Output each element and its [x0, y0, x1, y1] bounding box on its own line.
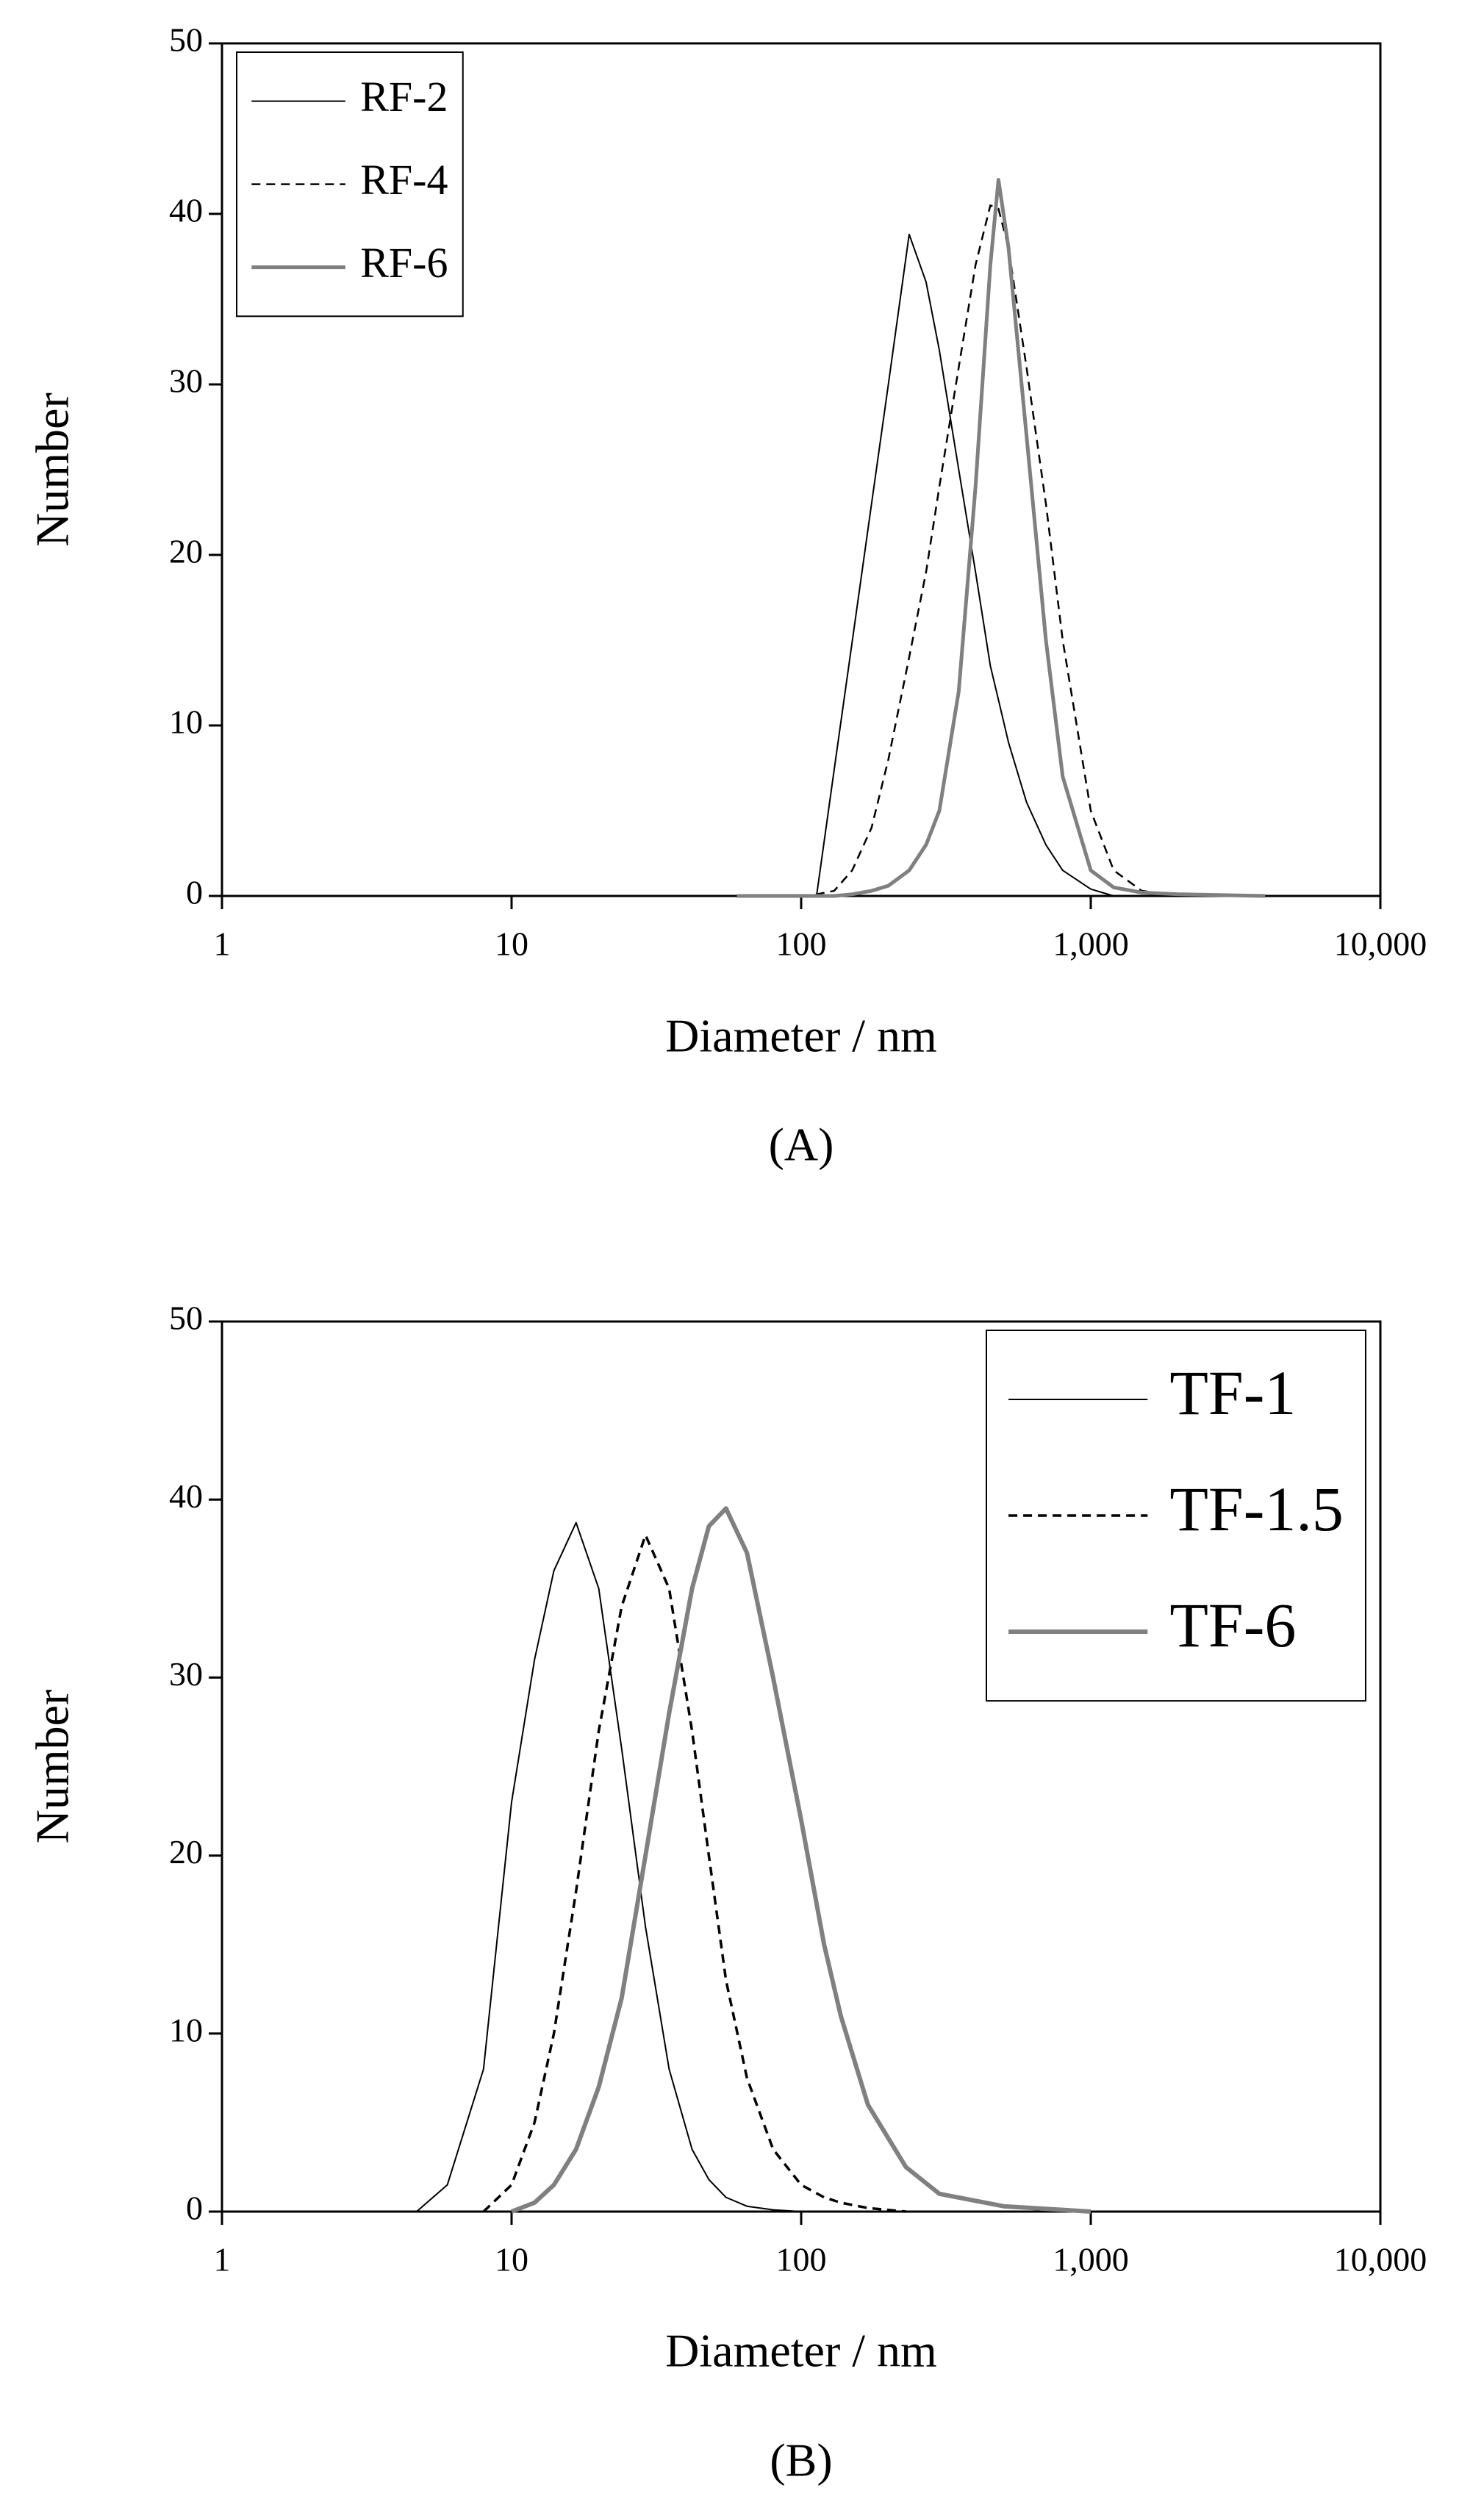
caption: (A) — [769, 1119, 834, 1171]
legend-label: RF-2 — [360, 73, 448, 121]
legend-label: RF-6 — [360, 239, 448, 287]
y-axis-label: Number — [26, 1690, 79, 1844]
x-tick-label: 1 — [214, 925, 231, 963]
y-tick-label: 40 — [169, 192, 203, 229]
series-line — [815, 233, 1114, 897]
y-tick-label: 0 — [186, 2190, 203, 2227]
x-tick-label: 1,000 — [1053, 2241, 1129, 2278]
x-tick-label: 10 — [495, 2241, 528, 2278]
series-line — [416, 1521, 841, 2212]
series-line — [800, 204, 1178, 897]
legend: TF-1 TF-1.5 TF-6 — [986, 1330, 1366, 1702]
panel: 1 10 100 1,000 10,000 0 10 20 30 40 50 Diameter / n… — [26, 1299, 1427, 2486]
legend-label: RF-4 — [360, 156, 448, 204]
y-tick-label: 30 — [169, 362, 203, 400]
y-tick-label: 20 — [169, 1833, 203, 1871]
x-axis-label: Diameter / nm — [665, 2325, 937, 2377]
y-tick-label: 50 — [169, 1299, 203, 1337]
y-tick-label: 20 — [169, 533, 203, 570]
y-tick-label: 50 — [169, 21, 203, 59]
x-tick-label: 10,000 — [1334, 2241, 1427, 2278]
panel: 1 10 100 1,000 10,000 0 10 20 30 40 50 Diameter / n… — [26, 21, 1427, 1171]
x-tick-label: 1 — [214, 2241, 231, 2278]
legend-label: TF-1.5 — [1169, 1474, 1344, 1544]
series-line — [736, 178, 1266, 898]
y-tick-label: 10 — [169, 703, 203, 741]
y-axis-label: Number — [26, 392, 79, 547]
caption: (B) — [770, 2434, 832, 2486]
y-tick-label: 40 — [169, 1477, 203, 1515]
y-tick-label: 30 — [169, 1655, 203, 1693]
legend-label: TF-1 — [1169, 1358, 1296, 1428]
y-tick-label: 10 — [169, 2011, 203, 2048]
x-tick-label: 1,000 — [1053, 925, 1129, 963]
x-tick-label: 100 — [776, 2241, 827, 2278]
series-line — [510, 1506, 1092, 2214]
x-tick-label: 10,000 — [1334, 925, 1427, 963]
x-axis-label: Diameter / nm — [665, 1010, 937, 1062]
legend-label: TF-6 — [1169, 1590, 1296, 1660]
x-tick-label: 10 — [495, 925, 528, 963]
x-tick-label: 100 — [776, 925, 827, 963]
series-line — [482, 1533, 906, 2213]
legend-box — [986, 1330, 1366, 1702]
legend: RF-2 RF-4 RF-6 — [236, 51, 464, 318]
y-tick-label: 0 — [186, 874, 203, 911]
